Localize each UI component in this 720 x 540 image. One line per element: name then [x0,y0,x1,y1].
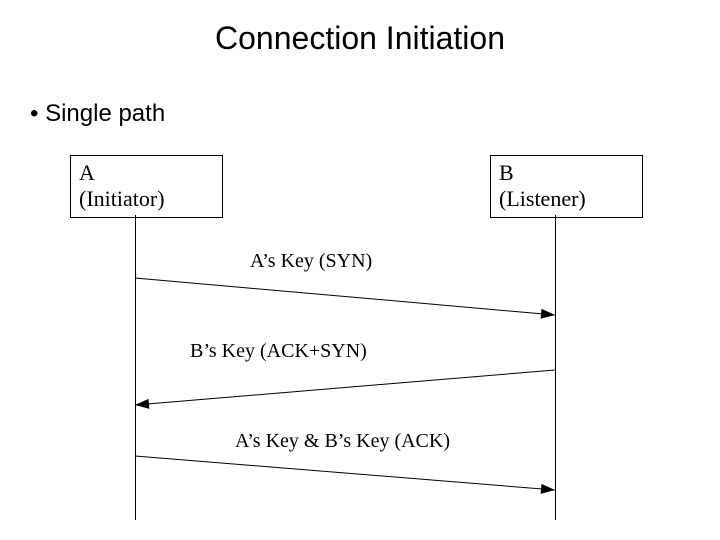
lifeline-b [555,215,556,520]
lifeline-a [135,215,136,520]
node-b-box: B (Listener) [490,155,643,218]
bullet-single-path: • Single path [30,100,165,128]
msg-label-acksyn: B’s Key (ACK+SYN) [190,340,367,363]
node-a-line1: A [79,160,214,186]
msg-label-syn: A’s Key (SYN) [250,250,372,273]
node-a-line2: (Initiator) [79,186,214,212]
node-a-box: A (Initiator) [70,155,223,218]
page-title: Connection Initiation [0,20,720,57]
node-b-line1: B [499,160,634,186]
node-b-line2: (Listener) [499,186,634,212]
msg-label-ack: A’s Key & B’s Key (ACK) [235,430,450,453]
